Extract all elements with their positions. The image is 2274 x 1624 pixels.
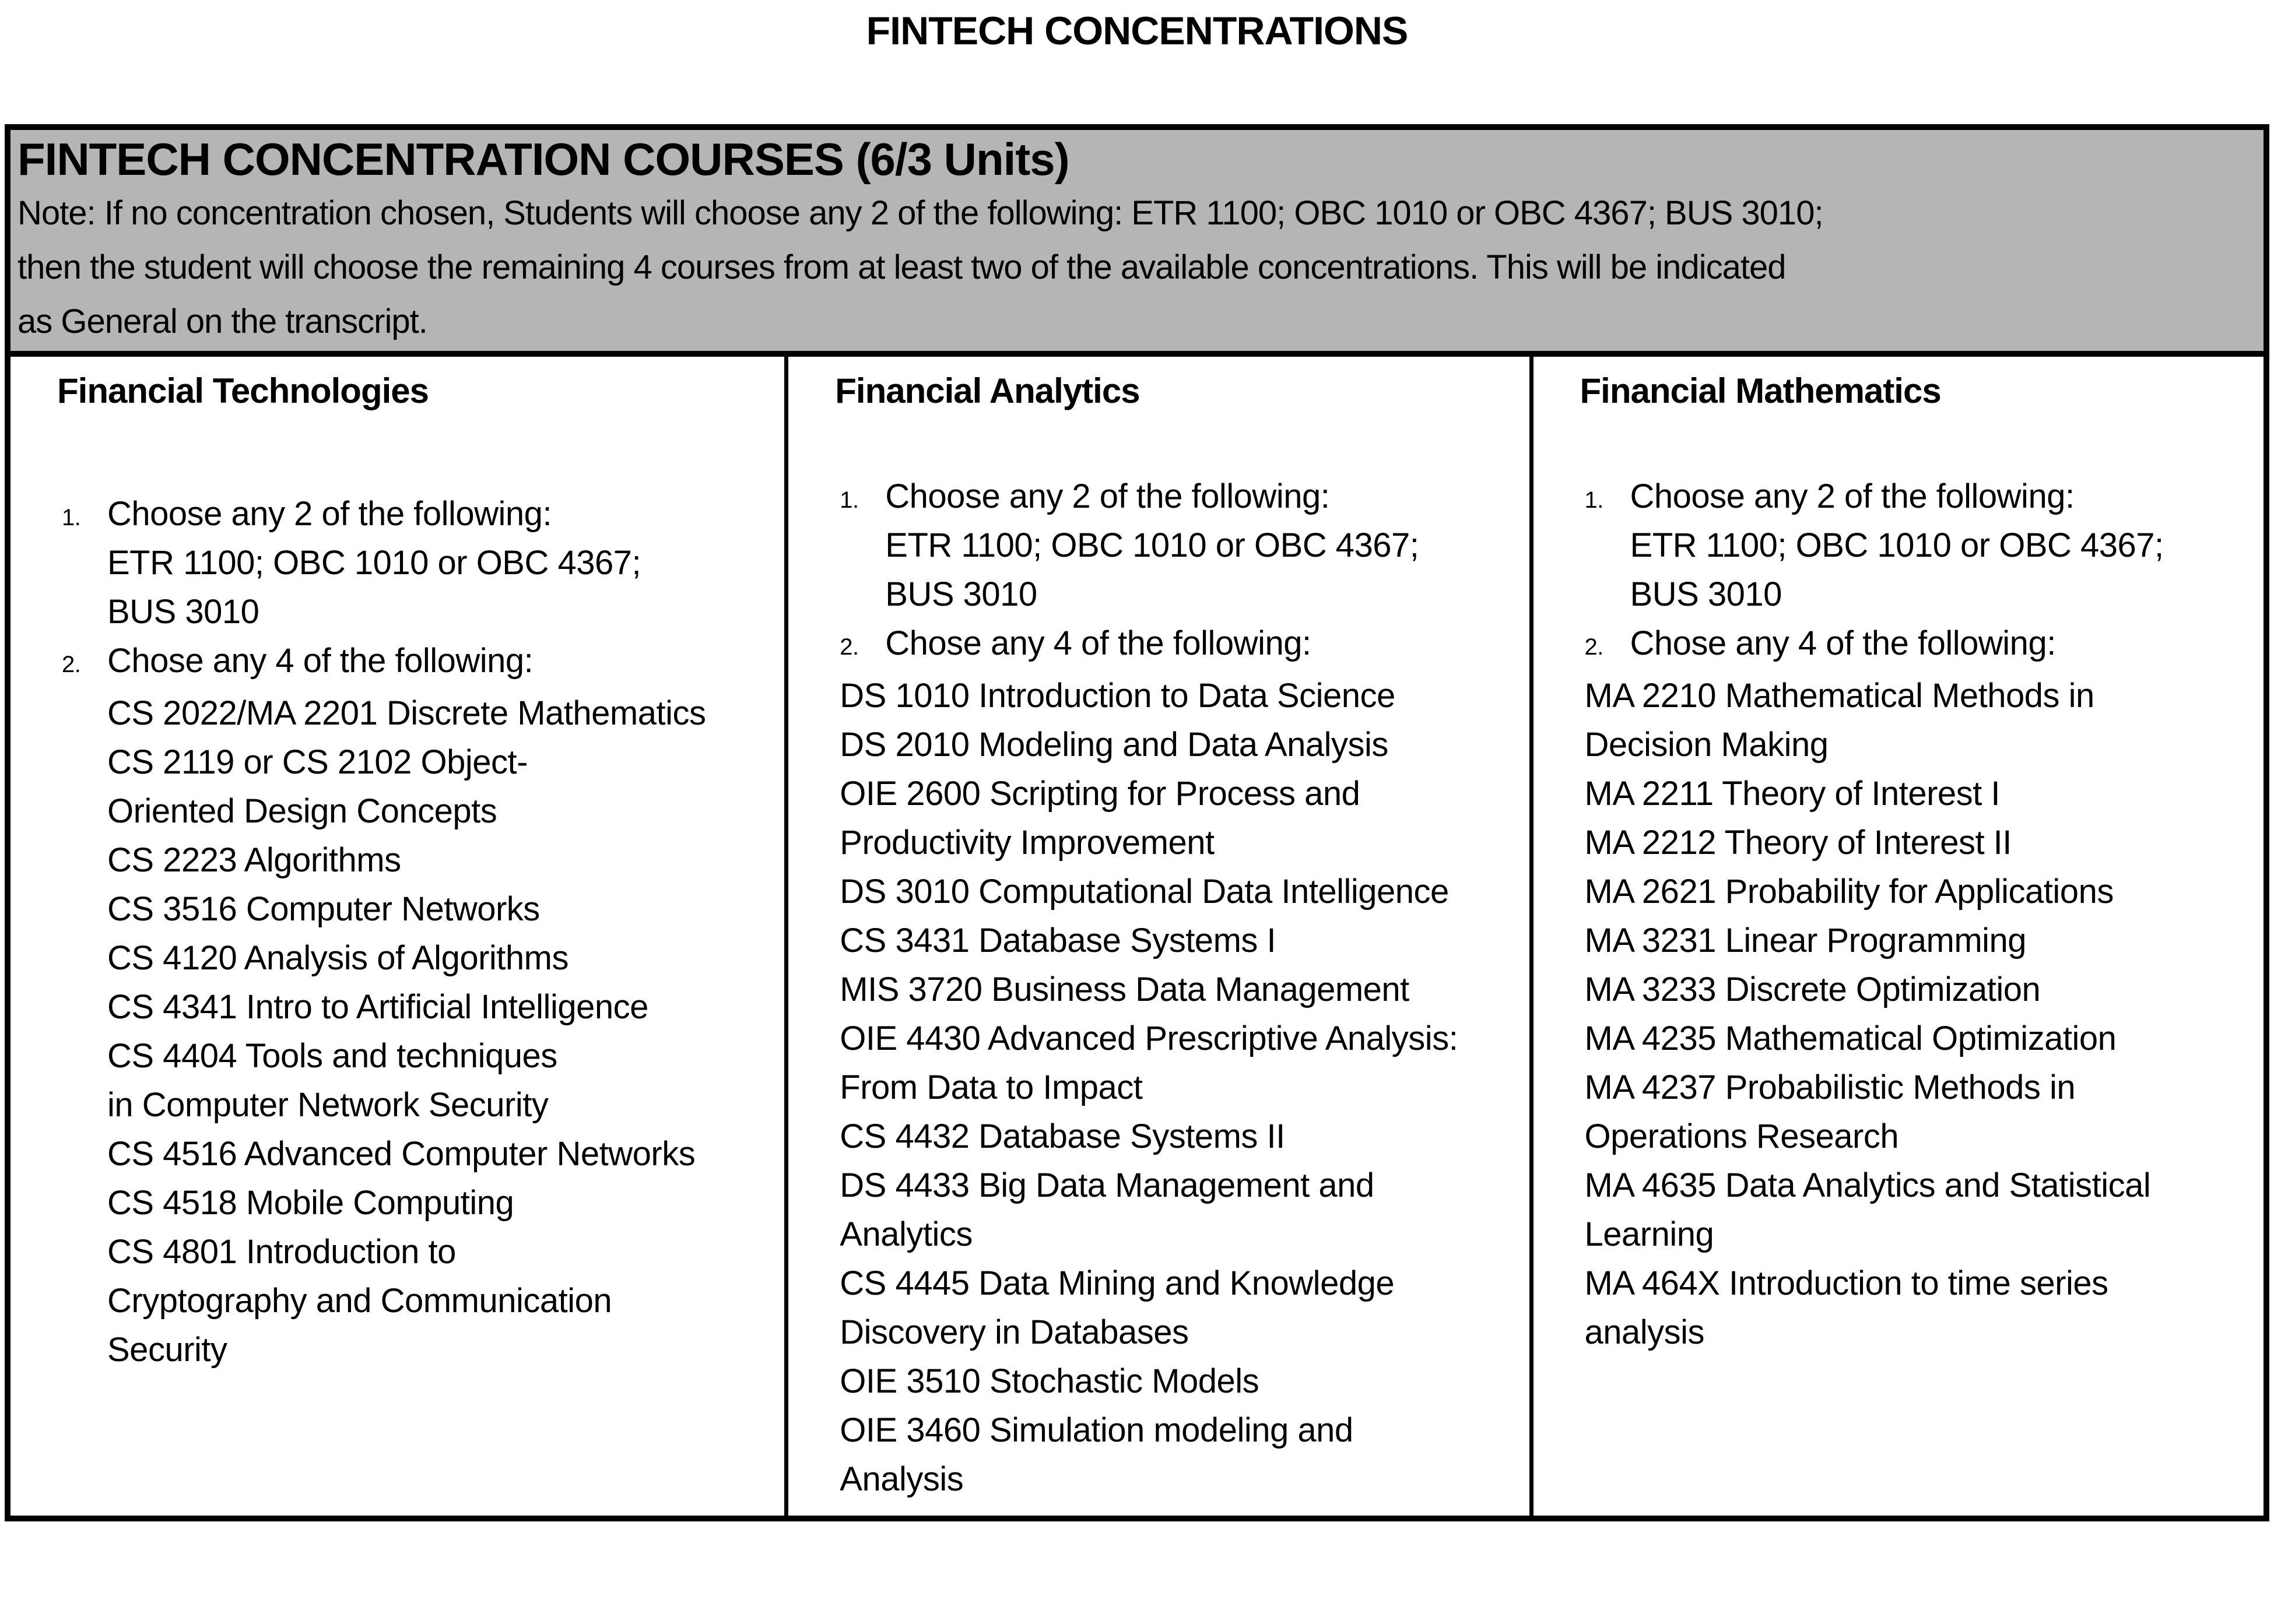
note-line: Note: If no concentration chosen, Studen…	[17, 194, 1824, 232]
document-title: FINTECH CONCENTRATIONS	[866, 9, 1409, 53]
list-item-number: 2.	[62, 652, 81, 677]
list-item: 1. Choose any 2 of the following: ETR 110…	[10, 490, 784, 637]
list-item-line: BUS 3010	[885, 575, 1037, 613]
course-line: in Computer Network Security	[107, 1086, 549, 1124]
list-item-line: Choose any 2 of the following:	[885, 477, 1330, 515]
course-line: CS 2223 Algorithms	[107, 841, 401, 879]
header-note: Note: If no concentration chosen, Studen…	[17, 186, 2257, 349]
course-line: MA 2211 Theory of Interest I	[1584, 775, 2001, 813]
course-line: OIE 3510 Stochastic Models	[840, 1362, 1259, 1400]
list-item-line: Chose any 4 of the following:	[885, 624, 1311, 662]
list-item-line: Chose any 4 of the following:	[107, 642, 534, 680]
list-item-number: 1.	[62, 505, 81, 530]
list-item-number: 1.	[840, 487, 859, 513]
list-item-line: ETR 1100; OBC 1010 or OBC 4367;	[1630, 526, 2164, 564]
header-title: FINTECH CONCENTRATION COURSES (6/3 Units…	[17, 133, 1070, 185]
course-line: OIE 2600 Scripting for Process and	[840, 775, 1360, 813]
course-line: Decision Making	[1584, 726, 1829, 764]
list-item-lines: Choose any 2 of the following: ETR 1100; …	[1630, 472, 2264, 619]
column-financial-analytics: Financial Analytics 1. Choose any 2 of t…	[788, 357, 1533, 1516]
course-line: DS 4433 Big Data Management and	[840, 1166, 1374, 1204]
course-line: CS 2119 or CS 2102 Object-	[107, 743, 528, 781]
list-item-line: BUS 3010	[1630, 575, 1782, 613]
course-line: CS 2022/MA 2201 Discrete Mathematics	[107, 694, 706, 732]
list-item-number: 2.	[1584, 634, 1604, 660]
course-line: Operations Research	[1584, 1117, 1899, 1155]
list-item-lines: Choose any 2 of the following: ETR 1100; …	[885, 472, 1529, 619]
course-line: CS 4404 Tools and techniques	[107, 1037, 557, 1075]
course-list: MA 2210 Mathematical Methods in Decision …	[1585, 672, 2264, 1357]
course-line: CS 4445 Data Mining and Knowledge	[840, 1264, 1395, 1302]
numbered-list: 1. Choose any 2 of the following: ETR 110…	[1533, 472, 2264, 672]
course-line: Security	[107, 1331, 227, 1369]
course-line: CS 4120 Analysis of Algorithms	[107, 939, 568, 977]
list-item-lines: Chose any 4 of the following:	[107, 637, 784, 686]
list-item: 1. Choose any 2 of the following: ETR 110…	[1533, 472, 2264, 619]
course-line: CS 4341 Intro to Artificial Intelligence	[107, 988, 648, 1026]
course-line: DS 3010 Computational Data Intelligence	[840, 873, 1449, 911]
list-item-line: ETR 1100; OBC 1010 or OBC 4367;	[107, 544, 641, 582]
list-item-line: Choose any 2 of the following:	[107, 495, 552, 533]
course-line: MA 3233 Discrete Optimization	[1584, 971, 2041, 1008]
numbered-list: 1. Choose any 2 of the following: ETR 110…	[10, 490, 784, 689]
list-item-line: BUS 3010	[107, 593, 259, 631]
column-title: Financial Technologies	[57, 371, 429, 410]
list-item: 2. Chose any 4 of the following:	[1533, 619, 2264, 672]
course-line: MA 4235 Mathematical Optimization	[1584, 1020, 2117, 1057]
list-item-line: ETR 1100; OBC 1010 or OBC 4367;	[885, 526, 1419, 564]
list-item-lines: Chose any 4 of the following:	[885, 619, 1529, 668]
course-line: MIS 3720 Business Data Management	[840, 971, 1409, 1008]
course-line: Cryptography and Communication	[107, 1282, 612, 1320]
course-line: MA 4635 Data Analytics and Statistical	[1584, 1166, 2151, 1204]
course-line: Analysis	[840, 1460, 964, 1498]
course-line: DS 1010 Introduction to Data Science	[840, 677, 1395, 715]
course-line: Productivity Improvement	[840, 824, 1215, 862]
course-line: MA 4237 Probabilistic Methods in	[1584, 1068, 2076, 1106]
course-line: Learning	[1584, 1215, 1714, 1253]
numbered-list: 1. Choose any 2 of the following: ETR 110…	[788, 472, 1529, 672]
list-item-number: 1.	[1584, 487, 1604, 513]
course-line: CS 4518 Mobile Computing	[107, 1184, 514, 1222]
list-item: 1. Choose any 2 of the following: ETR 110…	[788, 472, 1529, 619]
course-line: MA 464X Introduction to time series	[1584, 1264, 2109, 1302]
column-title: Financial Analytics	[835, 371, 1140, 410]
list-item-lines: Choose any 2 of the following: ETR 1100; …	[107, 490, 784, 637]
course-line: From Data to Impact	[840, 1068, 1143, 1106]
concentration-courses-header-box: FINTECH CONCENTRATION COURSES (6/3 Units…	[5, 124, 2269, 357]
course-line: CS 3431 Database Systems I	[840, 922, 1276, 959]
course-line: CS 4516 Advanced Computer Networks	[107, 1135, 696, 1173]
list-item: 2. Chose any 4 of the following:	[10, 637, 784, 689]
note-line: then the student will choose the remaini…	[17, 248, 1786, 286]
course-line: MA 2621 Probability for Applications	[1584, 873, 2114, 911]
course-line: OIE 3460 Simulation modeling and	[840, 1411, 1353, 1449]
course-line: CS 3516 Computer Networks	[107, 890, 540, 928]
course-line: MA 3231 Linear Programming	[1584, 922, 2027, 959]
column-title: Financial Mathematics	[1580, 371, 1942, 410]
course-line: Discovery in Databases	[840, 1313, 1189, 1351]
course-line: analysis	[1584, 1313, 1705, 1351]
course-line: Analytics	[840, 1215, 973, 1253]
course-line: DS 2010 Modeling and Data Analysis	[840, 726, 1388, 764]
list-item: 2. Chose any 4 of the following:	[788, 619, 1529, 672]
note-line: as General on the transcript.	[17, 303, 428, 340]
column-financial-technologies: Financial Technologies 1. Choose any 2 o…	[10, 357, 789, 1516]
course-line: MA 2212 Theory of Interest II	[1584, 824, 2012, 862]
course-list: DS 1010 Introduction to Data Science DS 2…	[840, 672, 1529, 1504]
list-item-lines: Chose any 4 of the following:	[1630, 619, 2264, 668]
course-line: MA 2210 Mathematical Methods in	[1584, 677, 2095, 715]
course-line: OIE 4430 Advanced Prescriptive Analysis:	[840, 1020, 1458, 1057]
list-item-line: Chose any 4 of the following:	[1630, 624, 2057, 662]
list-item-number: 2.	[840, 634, 859, 660]
course-line: CS 4801 Introduction to	[107, 1233, 456, 1271]
column-financial-mathematics: Financial Mathematics 1. Choose any 2 of…	[1533, 357, 2264, 1516]
concentrations-table: Financial Technologies 1. Choose any 2 o…	[5, 357, 2269, 1521]
course-line: CS 4432 Database Systems II	[840, 1117, 1285, 1155]
course-line: Oriented Design Concepts	[107, 792, 497, 830]
list-item-line: Choose any 2 of the following:	[1630, 477, 2075, 515]
course-list: CS 2022/MA 2201 Discrete Mathematics CS 2…	[107, 689, 784, 1375]
